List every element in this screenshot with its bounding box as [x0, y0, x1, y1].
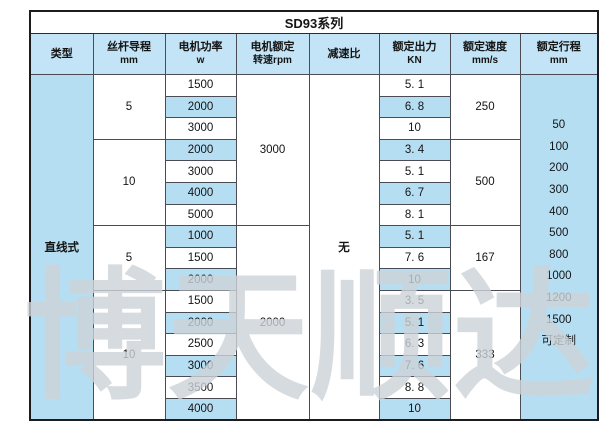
col-header-speed: 额定速度 mm/s [449, 33, 521, 75]
force-cell: 6. 7 [378, 181, 451, 205]
col-header-lead-label: 丝杆导程 [107, 41, 151, 53]
stroke-line: 1500 [545, 313, 572, 326]
col-header-power-label: 电机功率 [178, 41, 223, 53]
speed-group-cell: 250 [449, 74, 521, 140]
power-cell: 1500 [164, 246, 237, 270]
spec-table: SD93系列 类型 丝杆导程 mm 电机功率 w 电机额定转速rpm 减速比 额定出… [29, 10, 600, 421]
col-header-force-label: 额定出力 [392, 41, 437, 53]
stroke-line: 1200 [545, 291, 572, 304]
force-cell: 7. 6 [378, 354, 451, 378]
col-header-type-label: 类型 [50, 48, 73, 60]
power-cell: 4000 [164, 181, 237, 205]
stroke-lines: 50 100 200 300 400 500 800 1000 1200 150… [521, 115, 597, 379]
stroke-line: 可定制 [541, 335, 577, 348]
col-header-stroke-label: 额定行程 [536, 41, 581, 53]
col-header-power: 电机功率 w [164, 33, 237, 75]
col-header-speed-label: 额定速度 [463, 41, 507, 53]
lead-group-cell: 10 [92, 289, 166, 421]
force-cell: 5. 1 [378, 225, 451, 248]
power-cell: 1500 [164, 289, 237, 313]
power-cell: 4000 [164, 397, 237, 421]
power-cell: 2500 [164, 333, 237, 356]
power-cell: 2000 [164, 268, 237, 291]
col-header-lead-unit: mm [120, 55, 138, 66]
power-cell: 3000 [164, 354, 237, 378]
power-cell: 3500 [164, 376, 237, 399]
stroke-list-cell: 50 100 200 300 400 500 800 1000 1200 150… [519, 74, 599, 421]
power-cell: 3000 [164, 160, 237, 183]
col-header-power-unit: w [196, 55, 205, 66]
power-cell: 2000 [164, 138, 237, 162]
lead-group-cell: 5 [92, 74, 166, 140]
col-header-rpm-label: 电机额定 [250, 41, 295, 53]
speed-group-cell: 333 [449, 289, 521, 421]
col-header-force: 额定出力 KN [378, 33, 451, 75]
force-cell: 8. 8 [378, 376, 451, 399]
power-cell: 1000 [164, 225, 237, 248]
col-header-lead: 丝杆导程 mm [92, 33, 166, 75]
col-header-stroke: 额定行程 mm [519, 33, 599, 75]
col-header-stroke-unit: mm [549, 55, 568, 66]
col-header-ratio: 减速比 [308, 33, 380, 75]
force-cell: 10 [378, 397, 451, 421]
force-cell: 10 [378, 117, 451, 140]
stroke-line: 200 [549, 162, 569, 175]
power-cell: 2000 [164, 311, 237, 335]
force-cell: 5. 1 [378, 160, 451, 183]
col-header-rpm-unit: 转速rpm [253, 55, 292, 66]
force-cell: 5. 1 [378, 74, 451, 97]
power-cell: 2000 [164, 95, 237, 119]
force-cell: 3. 5 [378, 289, 451, 313]
speed-group-cell: 167 [449, 225, 521, 291]
col-header-force-unit: KN [407, 55, 422, 66]
col-header-speed-unit: mm/s [471, 55, 499, 66]
power-cell: 1500 [164, 74, 237, 97]
force-cell: 7. 6 [378, 246, 451, 270]
force-cell: 10 [378, 268, 451, 291]
power-cell: 5000 [164, 203, 237, 227]
force-cell: 5. 1 [378, 311, 451, 335]
stroke-line: 1000 [545, 270, 572, 283]
force-cell: 8. 1 [378, 203, 451, 227]
stroke-line: 300 [549, 184, 569, 197]
rpm-group-cell: 2000 [235, 225, 310, 421]
stroke-line: 50 [552, 119, 566, 132]
lead-group-cell: 5 [92, 225, 166, 291]
type-cell: 直线式 [29, 74, 94, 421]
force-cell: 3. 4 [378, 138, 451, 162]
power-cell: 3000 [164, 117, 237, 140]
force-cell: 6. 8 [378, 95, 451, 119]
stroke-line: 100 [549, 140, 569, 153]
speed-group-cell: 500 [449, 138, 521, 227]
rpm-group-cell: 3000 [235, 73, 310, 227]
stroke-line: 400 [549, 205, 569, 218]
lead-group-cell: 10 [92, 138, 166, 227]
ratio-cell: 无 [308, 74, 380, 421]
stroke-line: 800 [549, 248, 569, 261]
col-header-ratio-label: 减速比 [327, 48, 361, 60]
col-header-rpm: 电机额定转速rpm [235, 33, 310, 75]
stroke-line: 500 [549, 227, 569, 240]
force-cell: 6. 3 [378, 333, 451, 356]
col-header-type: 类型 [29, 33, 94, 75]
table-title: SD93系列 [29, 10, 599, 34]
